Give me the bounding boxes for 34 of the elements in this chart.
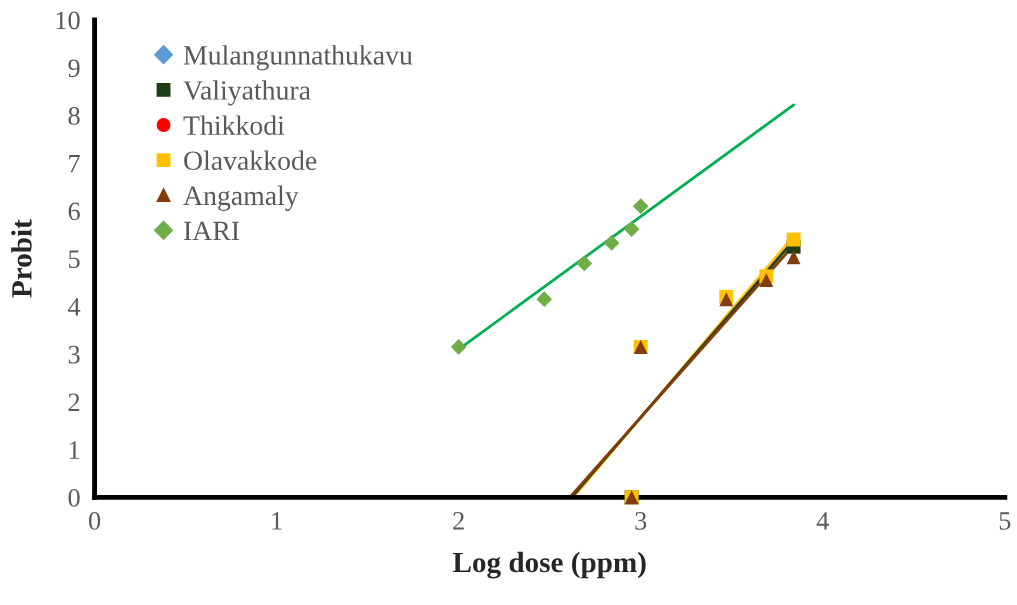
x-tick-label: 1: [272, 512, 282, 530]
y-tick-label: 4: [68, 298, 81, 316]
point: [786, 250, 801, 265]
point: [576, 255, 593, 272]
y-tick-label: 7: [69, 155, 80, 173]
point: [623, 221, 640, 237]
legend-label: Mulangunnathukavu: [183, 45, 413, 71]
point: [759, 273, 774, 288]
legend-label: Angamaly: [183, 185, 299, 211]
y-tick-label: 1: [69, 441, 80, 459]
y-tick-label: 8: [68, 107, 80, 125]
y-tick-label: 9: [68, 59, 80, 78]
point: [632, 198, 649, 214]
y-tick-label: 10: [56, 11, 80, 30]
y-axis-title: Probit: [11, 219, 32, 298]
legend-label: Thikkodi: [183, 115, 285, 135]
point: [536, 291, 553, 308]
y-tick-label: 3: [68, 345, 80, 364]
x-tick-label: 2: [453, 512, 464, 530]
x-tick-label: 0: [88, 511, 101, 530]
x-tick-label: 3: [635, 512, 647, 530]
point: [786, 232, 801, 247]
y-tick-label: 6: [68, 202, 80, 221]
point: [450, 339, 467, 355]
y-tick-label: 2: [68, 393, 80, 411]
point: [603, 235, 620, 251]
x-tick-label: 4: [816, 512, 829, 530]
x-axis-title: Log dose (ppm): [452, 551, 646, 579]
legend-label: IARI: [184, 221, 240, 241]
legend-label: Valiyathura: [183, 80, 311, 106]
legend-label: Olavakkode: [184, 150, 317, 171]
x-tick-label: 5: [999, 512, 1011, 530]
y-tick-label: 5: [69, 250, 80, 269]
y-tick-label: 0: [68, 488, 80, 507]
